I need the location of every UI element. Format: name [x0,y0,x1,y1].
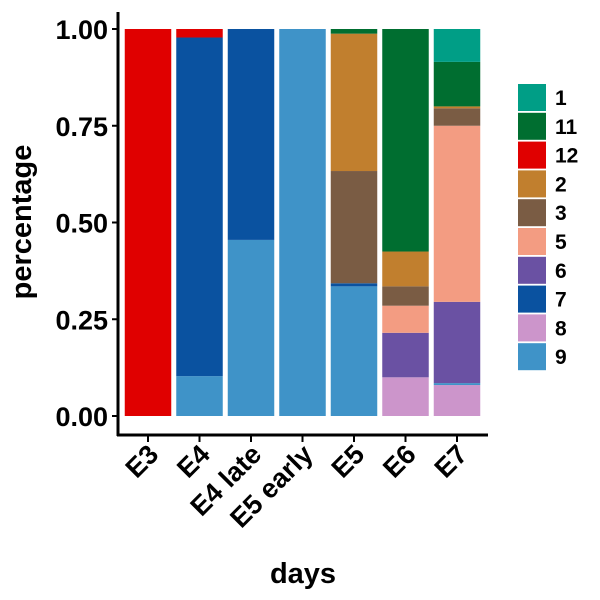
y-tick-label: 0.50 [55,209,108,239]
legend-label-2: 2 [555,173,567,196]
bar-segment-e5-cluster-3 [330,171,378,284]
bar-segment-e4-cluster-12 [176,29,223,38]
bar-segment-e4-cluster-9 [176,376,223,416]
bar-segment-e7-cluster-9 [433,383,481,386]
x-tick-label: E7 [429,439,474,484]
bar-segment-e3-cluster-12 [124,29,172,416]
x-tick-label: E3 [120,439,165,484]
bar-segment-e7-cluster-8 [433,385,481,416]
legend-swatch-6 [518,256,546,284]
legend-swatch-9 [518,343,546,371]
x-tick-label: E6 [377,439,422,484]
legend-label-8: 8 [555,317,567,340]
bar-segment-e5-cluster-9 [330,286,378,416]
bar-segment-e5-cluster-7 [330,283,378,287]
bars [124,29,481,416]
bar-segment-e7-cluster-5 [433,125,481,302]
legend-swatch-12 [518,141,546,169]
legend-label-7: 7 [555,289,567,312]
bar-segment-e7-cluster-6 [433,301,481,384]
legend-swatch-2 [518,170,546,198]
x-axis-title: days [270,558,336,590]
bar-segment-e6-cluster-2 [382,251,429,287]
legend-label-1: 1 [555,87,567,110]
legend-swatch-5 [518,228,546,255]
legend-swatch-11 [518,112,546,140]
y-axis-title: percentage [6,145,38,300]
bar-segment-e6-cluster-3 [382,286,429,306]
legend-label-9: 9 [555,346,567,369]
bar-segment-e7-cluster-3 [433,108,481,126]
x-tick-label: E5 [326,439,371,484]
y-ticks: 0.00 0.25 0.50 0.75 1.00 [55,15,118,432]
bar-segment-e6-cluster-6 [382,332,429,378]
bar-segment-e7-cluster-1 [433,29,481,62]
legend-swatch-3 [518,199,546,227]
y-tick-label: 0.00 [55,402,108,432]
bar-segment-e5-cluster-11 [330,29,378,34]
bar-segment-e6-cluster-8 [382,377,429,416]
legend-label-6: 6 [555,260,567,283]
bar-segment-e4-late-cluster-7 [227,29,275,240]
legend-label-5: 5 [555,231,567,254]
y-tick-label: 0.75 [55,112,108,142]
bar-segment-e7-cluster-11 [433,61,481,107]
y-tick-label: 0.25 [55,305,108,335]
bar-segment-e4-late-cluster-9 [227,239,275,416]
legend-swatch-1 [518,84,546,111]
bar-segment-e5-cluster-2 [330,33,378,172]
bar-segment-e6-cluster-11 [382,29,429,252]
bar-segment-e4-cluster-7 [176,37,223,377]
y-tick-label: 1.00 [55,15,108,45]
bar-segment-e7-cluster-2 [433,106,481,109]
legend-label-3: 3 [555,202,567,225]
bar-segment-e6-cluster-5 [382,305,429,333]
legend-label-11: 11 [555,116,578,139]
legend-swatch-8 [518,314,546,342]
bar-segment-e5-early-cluster-9 [279,29,326,416]
legend-label-12: 12 [555,145,578,168]
legend-swatch-7 [518,285,546,313]
